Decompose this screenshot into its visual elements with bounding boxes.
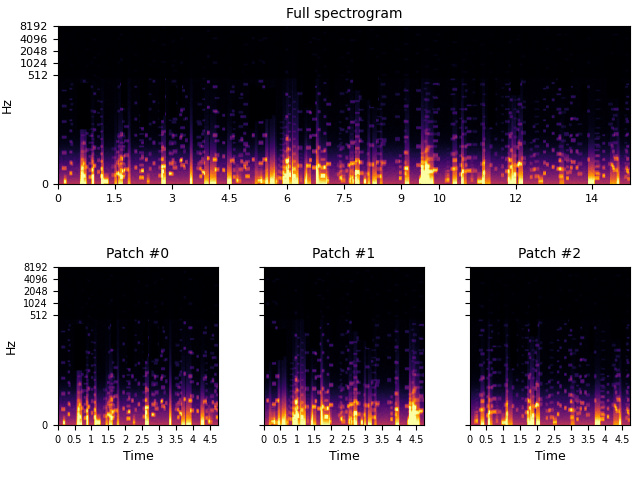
X-axis label: Time: Time (328, 450, 360, 463)
X-axis label: Time: Time (123, 450, 154, 463)
Title: Patch #2: Patch #2 (518, 247, 582, 262)
Title: Full spectrogram: Full spectrogram (285, 7, 403, 21)
X-axis label: Time: Time (534, 450, 565, 463)
Title: Patch #1: Patch #1 (312, 247, 376, 262)
Y-axis label: Hz: Hz (1, 97, 14, 113)
Title: Patch #0: Patch #0 (106, 247, 170, 262)
Y-axis label: Hz: Hz (4, 338, 18, 354)
